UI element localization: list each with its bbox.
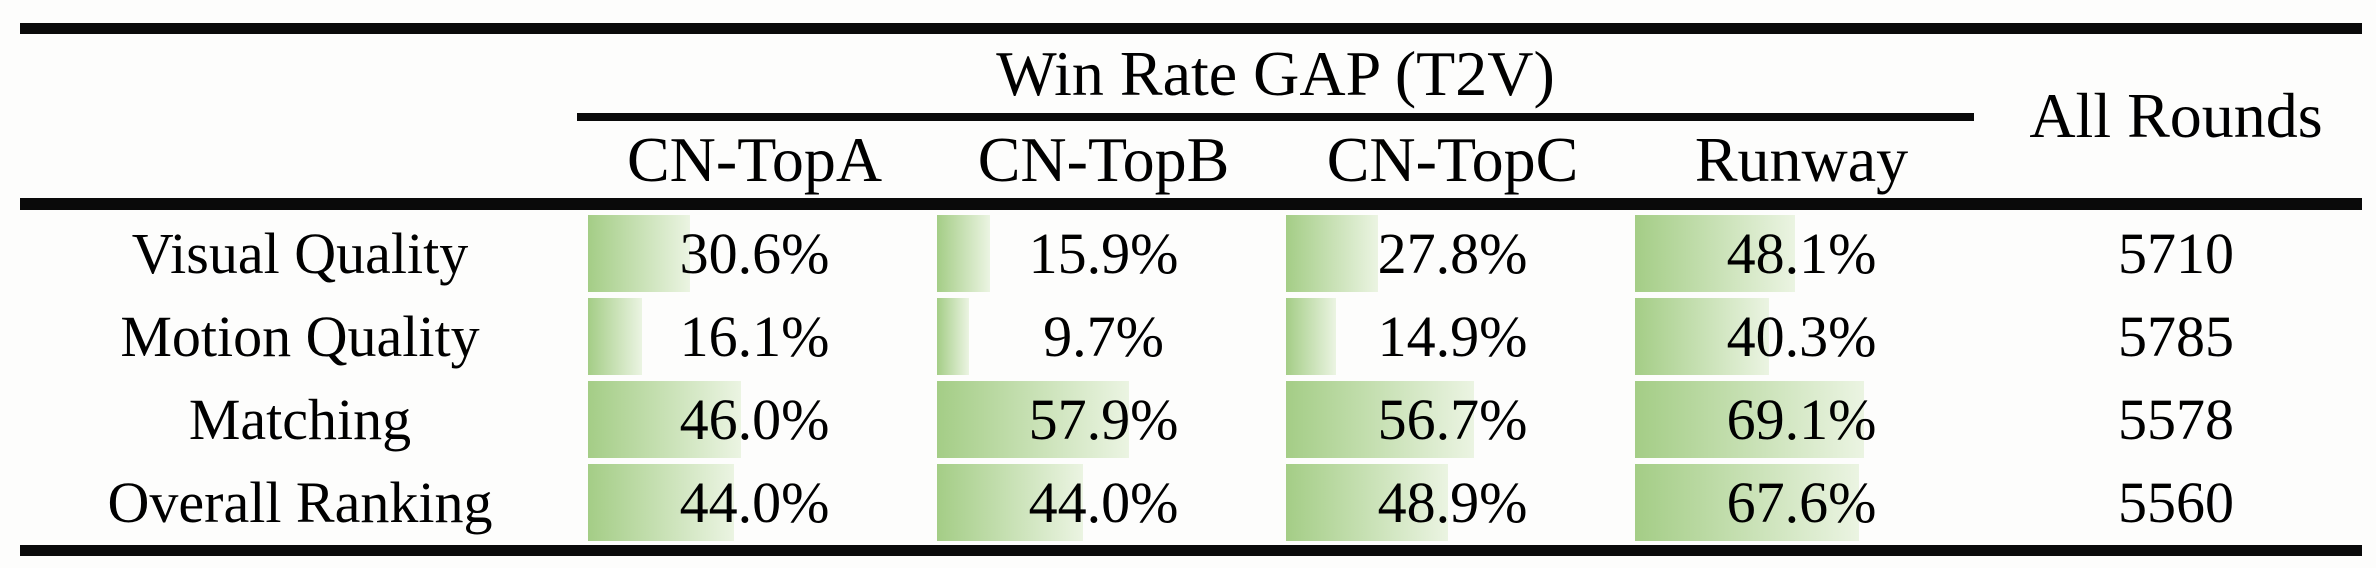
cell-value: 14.9% — [1377, 304, 1528, 369]
group-header-title: Win Rate GAP (T2V) — [996, 37, 1555, 109]
table-cell: 69.1% — [1627, 378, 1976, 461]
cell-value: 30.6% — [679, 221, 830, 286]
row-label-overall-ranking: Overall Ranking — [107, 470, 493, 535]
win-rate-bar — [1635, 381, 1865, 458]
cell-value: 40.3% — [1726, 304, 1877, 369]
column-header-cn-topc: CN-TopC — [1326, 123, 1579, 195]
header-body-rule — [20, 198, 2362, 210]
cell-value: 48.9% — [1377, 470, 1528, 535]
table-cell: 40.3% — [1627, 295, 1976, 378]
table-cell: 30.6% — [580, 212, 929, 295]
cell-value: 46.0% — [679, 387, 830, 452]
column-header-cn-topb: CN-TopB — [977, 123, 1230, 195]
win-rate-bar — [937, 298, 970, 375]
cell-value: 56.7% — [1377, 387, 1528, 452]
win-rate-bar — [1286, 381, 1475, 458]
column-header-runway: Runway — [1694, 123, 1909, 195]
cell-value: 69.1% — [1726, 387, 1877, 452]
win-rate-bar — [1635, 215, 1795, 292]
cell-value: 48.1% — [1726, 221, 1877, 286]
row-label-matching: Matching — [188, 387, 412, 452]
table-top-rule — [20, 23, 2362, 34]
all-rounds-value: 5560 — [2118, 470, 2234, 535]
table-cell: 67.6% — [1627, 461, 1976, 544]
table-cell: 14.9% — [1278, 295, 1627, 378]
table-cell: 48.9% — [1278, 461, 1627, 544]
all-rounds-value: 5710 — [2118, 221, 2234, 286]
win-rate-bar — [588, 381, 741, 458]
table-cell: 44.0% — [929, 461, 1278, 544]
win-rate-bar — [937, 215, 990, 292]
cell-value: 15.9% — [1028, 221, 1179, 286]
row-label-motion-quality: Motion Quality — [120, 304, 480, 369]
row-label-visual-quality: Visual Quality — [131, 221, 469, 286]
table-cell: 48.1% — [1627, 212, 1976, 295]
win-rate-bar — [588, 215, 690, 292]
table-cell: 27.8% — [1278, 212, 1627, 295]
win-rate-bar — [1635, 464, 1860, 541]
group-header-underline — [577, 113, 1974, 121]
cell-value: 27.8% — [1377, 221, 1528, 286]
table-cell: 15.9% — [929, 212, 1278, 295]
cell-value: 44.0% — [1028, 470, 1179, 535]
cell-value: 16.1% — [679, 304, 830, 369]
table-cell: 16.1% — [580, 295, 929, 378]
win-rate-bar — [937, 464, 1084, 541]
win-rate-bar — [588, 464, 735, 541]
win-rate-bar — [1286, 464, 1449, 541]
all-rounds-value: 5578 — [2118, 387, 2234, 452]
table-cell: 46.0% — [580, 378, 929, 461]
table-cell: 57.9% — [929, 378, 1278, 461]
cell-value: 67.6% — [1726, 470, 1877, 535]
win-rate-bar — [937, 381, 1130, 458]
cell-value: 44.0% — [679, 470, 830, 535]
column-header-cn-topa: CN-TopA — [626, 123, 883, 195]
table-cell: 56.7% — [1278, 378, 1627, 461]
all-rounds-column-header: All Rounds — [2029, 80, 2323, 151]
win-rate-bar — [1635, 298, 1769, 375]
table-bottom-rule — [20, 545, 2362, 556]
win-rate-bar — [588, 298, 642, 375]
table-cell: 44.0% — [580, 461, 929, 544]
win-rate-bar — [1286, 298, 1336, 375]
all-rounds-value: 5785 — [2118, 304, 2234, 369]
win-rate-bar — [1286, 215, 1379, 292]
cell-value: 9.7% — [1043, 304, 1164, 369]
cell-value: 57.9% — [1028, 387, 1179, 452]
table-cell: 9.7% — [929, 295, 1278, 378]
